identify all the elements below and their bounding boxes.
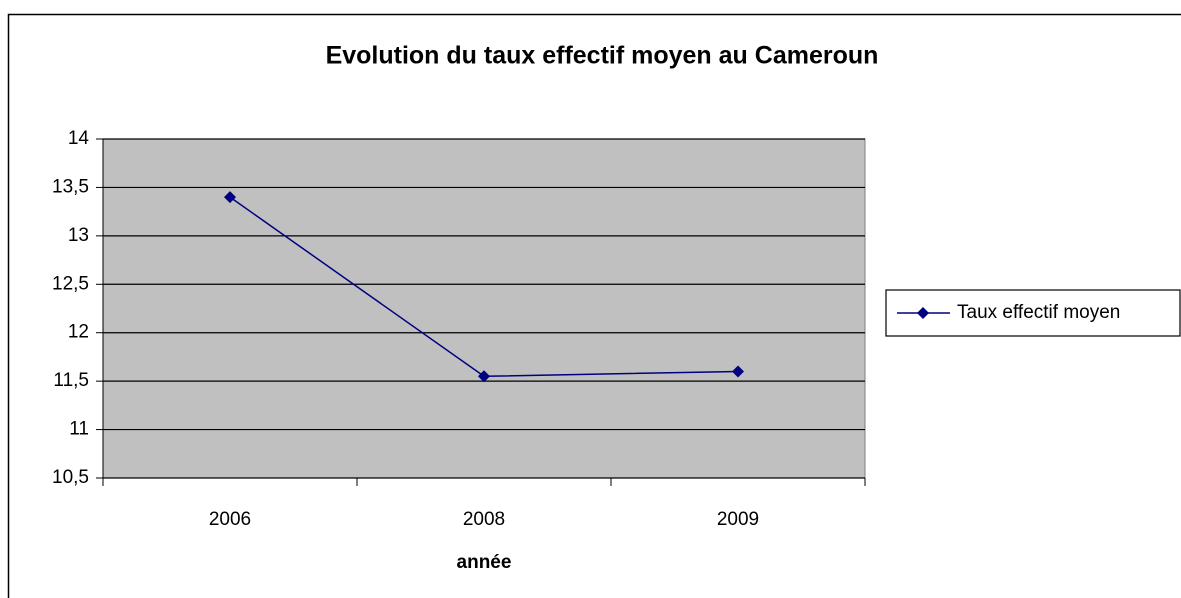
chart-title: Evolution du taux effectif moyen au Came… <box>326 42 879 70</box>
x-tick-label: 2006 <box>209 509 251 530</box>
legend-label: Taux effectif moyen <box>957 302 1120 323</box>
y-tick-label: 10,5 <box>52 467 89 488</box>
x-tick-label: 2009 <box>717 509 759 530</box>
y-tick-label: 14 <box>68 128 90 149</box>
x-axis-label: année <box>457 552 512 573</box>
legend-marker <box>917 307 929 319</box>
data-point <box>224 191 236 204</box>
y-tick-label: 11,5 <box>53 370 89 391</box>
y-tick-label: 12,5 <box>52 273 89 294</box>
data-point <box>732 365 744 378</box>
data-point <box>478 370 490 383</box>
y-tick-label: 12 <box>68 322 89 343</box>
y-tick-label: 11 <box>69 419 89 440</box>
y-tick-label: 13,5 <box>52 176 89 197</box>
plot-area <box>102 138 866 479</box>
x-tick-label: 2008 <box>463 509 505 530</box>
y-tick-label: 13 <box>68 225 89 246</box>
